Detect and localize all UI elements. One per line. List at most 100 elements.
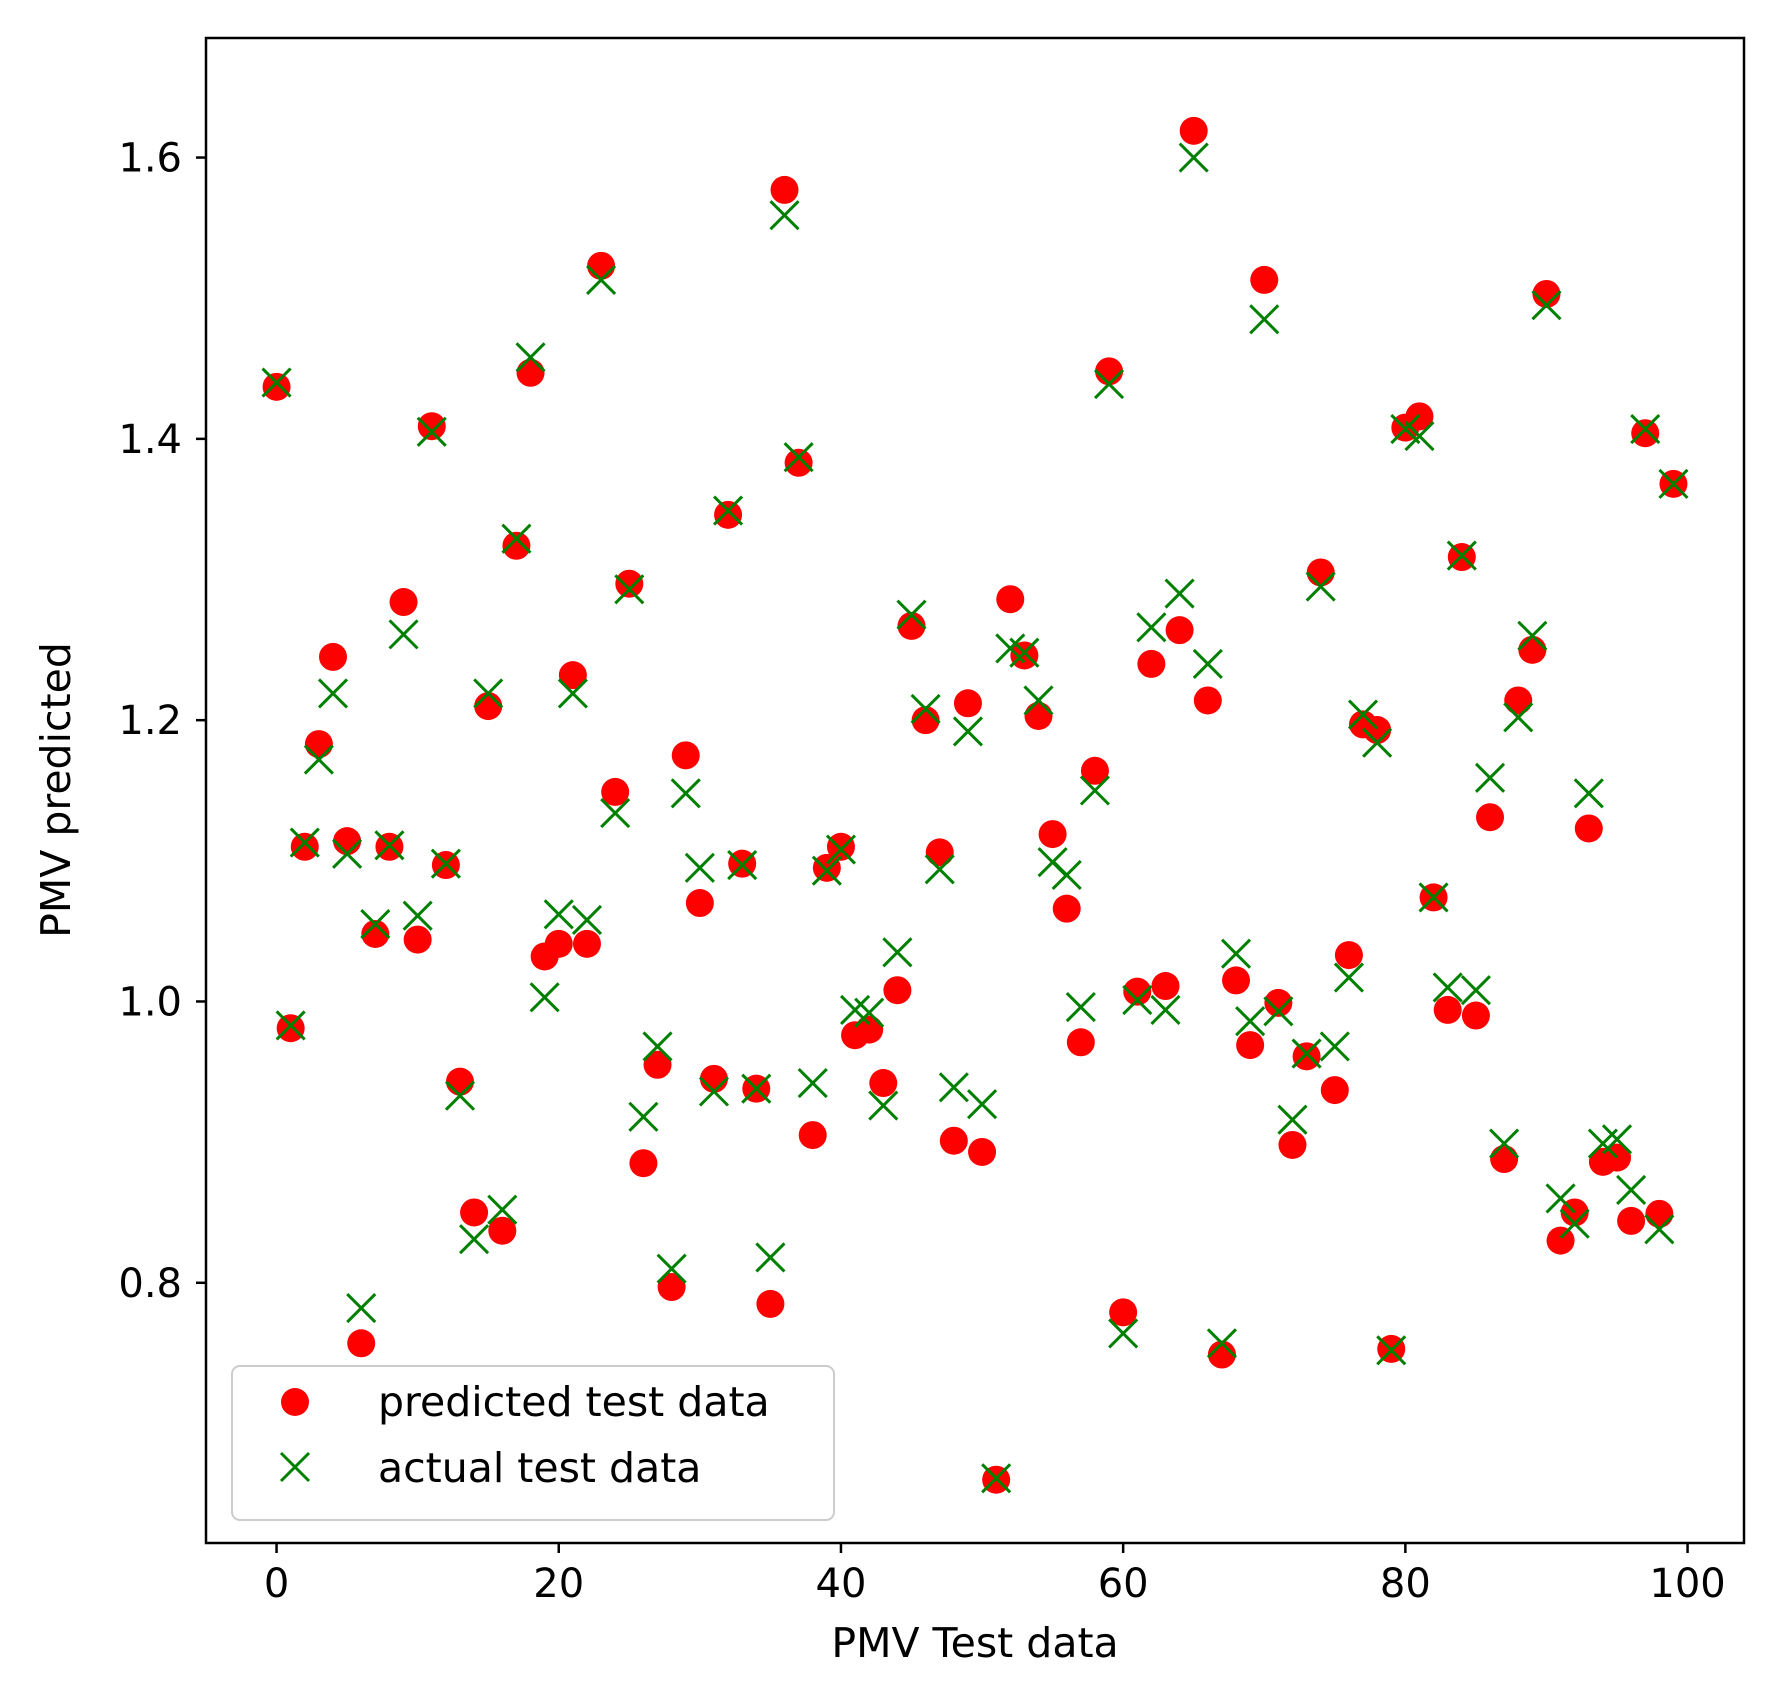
actual-point	[416, 416, 447, 447]
predicted-point	[1123, 977, 1152, 1006]
predicted-point	[1052, 894, 1081, 923]
predicted-point	[1518, 635, 1547, 664]
predicted-point	[1306, 558, 1335, 587]
predicted-point	[685, 889, 714, 918]
predicted-point	[474, 692, 503, 721]
predicted-point	[502, 531, 531, 560]
predicted-point	[1490, 1145, 1519, 1174]
predicted-point	[657, 1273, 686, 1302]
actual-point	[332, 838, 363, 869]
actual-point	[1305, 571, 1336, 602]
actual-point	[924, 854, 955, 885]
predicted-point	[262, 372, 291, 401]
actual-point	[1136, 612, 1167, 643]
predicted-point	[615, 569, 644, 598]
actual-point	[1630, 413, 1661, 445]
actual-point	[854, 997, 885, 1028]
predicted-point	[1179, 116, 1208, 145]
predicted-point	[1010, 641, 1039, 670]
actual-point	[1263, 996, 1294, 1027]
actual-point	[1545, 1183, 1576, 1214]
actual-point	[571, 904, 603, 935]
actual-point	[642, 1031, 673, 1062]
actual-point	[614, 574, 645, 605]
predicted-point	[643, 1050, 672, 1079]
actual-point	[713, 495, 744, 526]
actual-point	[1164, 578, 1195, 609]
actual-point	[600, 797, 631, 829]
actual-point	[825, 834, 857, 865]
predicted-point	[318, 642, 347, 671]
actual-point	[1601, 1124, 1633, 1155]
actual-point	[1249, 304, 1280, 335]
predicted-point	[572, 929, 601, 958]
actual-point	[374, 830, 405, 861]
predicted-point	[460, 1198, 489, 1227]
predicted-point	[1222, 966, 1251, 995]
actual-point	[1376, 1335, 1407, 1366]
actual-point	[684, 852, 715, 883]
actual-point	[628, 1101, 659, 1132]
predicted-point	[558, 661, 587, 690]
predicted-point	[1066, 1028, 1095, 1057]
actual-point	[1489, 1128, 1520, 1159]
actual-point	[1531, 290, 1562, 321]
predicted-point	[968, 1137, 997, 1166]
actual-point	[1474, 762, 1506, 793]
actual-point	[360, 909, 391, 940]
y-tick-label: 1.0	[118, 979, 182, 1025]
actual-point	[811, 855, 842, 886]
actual-point	[1559, 1208, 1590, 1239]
actual-point	[346, 1293, 377, 1324]
actual-point	[1023, 685, 1054, 716]
actual-point	[952, 716, 984, 747]
predicted-point	[1617, 1206, 1646, 1235]
predicted-point	[869, 1069, 898, 1098]
y-tick-label: 1.2	[118, 698, 182, 744]
actual-point	[1122, 985, 1153, 1016]
predicted-point	[488, 1216, 517, 1245]
predicted-point	[544, 929, 573, 958]
predicted-point	[953, 689, 982, 718]
predicted-point	[403, 925, 432, 954]
predicted-point	[276, 1014, 305, 1043]
x-axis-label: PMV Test data	[831, 1619, 1118, 1667]
predicted-point	[1532, 279, 1561, 308]
actual-point	[1460, 975, 1491, 1006]
actual-point	[1051, 859, 1082, 890]
actual-point	[1206, 1328, 1237, 1359]
x-tick-label: 60	[1098, 1561, 1149, 1607]
actual-point	[966, 1089, 998, 1120]
predicted-point	[304, 730, 333, 759]
legend-label-actual: actual test data	[378, 1444, 701, 1492]
actual-point	[1347, 699, 1379, 730]
predicted-point	[897, 611, 926, 640]
predicted-point	[1645, 1199, 1674, 1228]
actual-point	[896, 599, 927, 630]
actual-point	[741, 1073, 772, 1104]
x-tick-label: 40	[816, 1561, 867, 1607]
actual-point	[261, 367, 292, 398]
actual-point	[1319, 1031, 1350, 1062]
predicted-point	[812, 853, 841, 882]
predicted-point	[939, 1126, 968, 1155]
predicted-point	[855, 1015, 884, 1044]
actual-point	[317, 678, 349, 709]
predicted-point	[1151, 972, 1180, 1001]
actual-point	[656, 1253, 687, 1284]
predicted-point	[1193, 686, 1222, 715]
actual-point	[938, 1072, 969, 1103]
axis-ticks: 0 20 40 60 80 100 0.8 1.0 1.2 1.4 1.6	[118, 136, 1725, 1607]
predicted-point	[1546, 1226, 1575, 1255]
actual-point	[868, 1090, 899, 1121]
predicted-point	[1320, 1076, 1349, 1105]
predicted-point	[1236, 1031, 1265, 1060]
actual-point	[698, 1076, 730, 1107]
predicted-point	[516, 358, 545, 387]
actual-point	[1573, 778, 1604, 809]
actual-point	[402, 900, 433, 931]
actual-point	[487, 1194, 518, 1225]
predicted-point	[798, 1121, 827, 1150]
predicted-point	[1250, 265, 1279, 294]
predicted-point	[1476, 803, 1505, 832]
